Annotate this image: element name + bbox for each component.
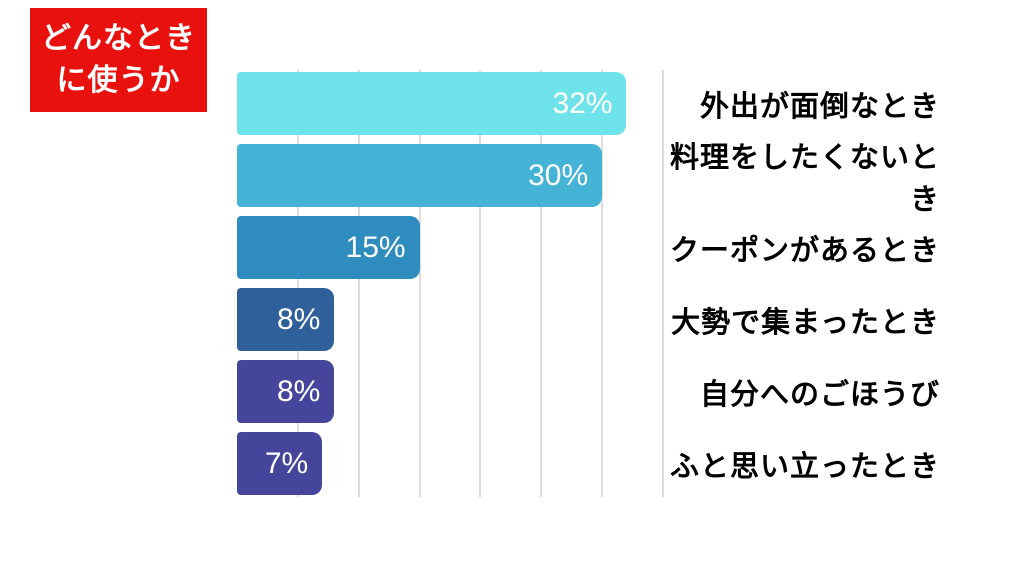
category-label: 自分へのごほうび: [699, 378, 940, 411]
gridline: [357, 70, 360, 497]
gridline: [540, 70, 543, 497]
bar: 32%: [237, 72, 627, 135]
chart-row: 30% 料理をしたくないとき: [237, 142, 940, 216]
chart-row: 15% クーポンがあるとき: [237, 216, 940, 279]
category-label: 外出が面倒なとき: [699, 90, 940, 123]
bar-value-label: 7%: [264, 446, 309, 480]
bar-value-label: 30%: [528, 158, 589, 192]
bar-value-label: 8%: [277, 374, 321, 408]
gridlines: [237, 70, 664, 497]
category-label: ふと思い立ったとき: [669, 450, 940, 483]
bar: 30%: [237, 144, 603, 207]
bar-value-label: 32%: [552, 86, 613, 120]
bar-track: 7%: [237, 432, 663, 495]
bar-track: 30%: [237, 144, 663, 207]
gridline: [662, 70, 664, 497]
bar-value-label: 8%: [277, 302, 321, 336]
category-label: 料理をしたくないとき: [669, 141, 940, 216]
title-badge: どんなとき に使うか: [30, 8, 207, 112]
bar-value-label: 15%: [345, 230, 406, 264]
bar-track: 8%: [237, 288, 663, 351]
gridline: [479, 70, 482, 497]
bar: 15%: [237, 216, 420, 279]
bar-track: 8%: [237, 360, 663, 423]
chart-row: 32% 外出が面倒なとき: [237, 72, 940, 135]
category-label: 大勢で集まったとき: [671, 306, 940, 339]
bar-track: 32%: [237, 72, 663, 135]
bar: 8%: [237, 360, 335, 423]
bar-rows: 32% 外出が面倒なとき 30% 料理をしたくないとき 15% クーポンがあるとき 8% 大勢…: [237, 72, 940, 495]
bar: 8%: [237, 288, 335, 351]
chart-row: 8% 大勢で集まったとき: [237, 288, 940, 351]
category-label: クーポンがあるとき: [669, 234, 940, 267]
bar: 7%: [237, 432, 323, 495]
gridline: [601, 70, 604, 497]
bar-track: 15%: [237, 216, 663, 279]
gridline: [296, 70, 299, 497]
title-line-2: に使うか: [56, 64, 181, 97]
gridline: [418, 70, 421, 497]
chart-row: 7% ふと思い立ったとき: [237, 432, 940, 495]
title-line-1: どんなとき: [41, 22, 196, 55]
chart-row: 8% 自分へのごほうび: [237, 360, 940, 423]
